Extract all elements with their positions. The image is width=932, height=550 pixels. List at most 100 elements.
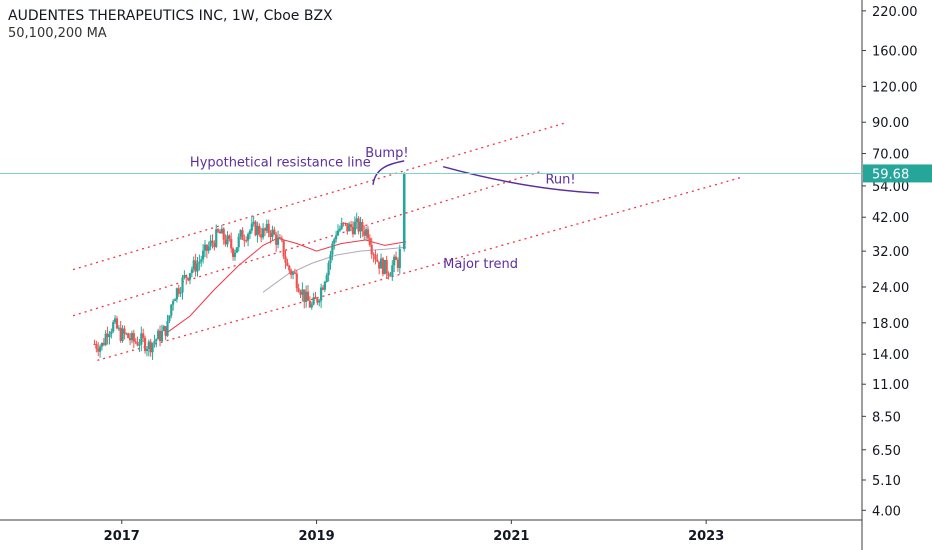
- candle-body: [211, 240, 214, 243]
- candle-body: [196, 263, 199, 272]
- candle-body: [314, 297, 317, 300]
- candle-body: [207, 246, 210, 251]
- candle-body: [282, 240, 285, 257]
- candle-body: [175, 288, 178, 300]
- candle-body: [387, 273, 390, 276]
- annotation-label: Major trend: [443, 257, 518, 272]
- candle-body: [325, 275, 328, 282]
- candle-body: [275, 234, 278, 245]
- candle-body: [310, 304, 313, 308]
- last-price-badge: [863, 164, 932, 183]
- price-tick-label: 4.00: [872, 504, 901, 519]
- candle-body: [312, 297, 315, 305]
- candle-body: [224, 239, 227, 245]
- candle-body: [348, 224, 351, 232]
- candle-body: [393, 256, 396, 266]
- candle-body: [391, 265, 394, 276]
- price-tick-label: 90.00: [872, 116, 909, 131]
- candle-body: [331, 243, 334, 255]
- candle-body: [318, 300, 321, 303]
- candle-body: [256, 225, 259, 236]
- candle-body: [226, 235, 229, 245]
- candle-body: [237, 236, 240, 248]
- candle-body: [190, 269, 193, 274]
- price-tick-label: 220.00: [872, 5, 918, 20]
- candle-body: [288, 265, 291, 271]
- moving-averages: [165, 237, 407, 335]
- candle-body: [218, 231, 222, 234]
- candle-body: [316, 299, 319, 303]
- candle-body: [245, 240, 248, 242]
- candle-body: [335, 235, 338, 240]
- candle-body: [100, 342, 104, 347]
- candle-body: [321, 287, 325, 290]
- candle-body: [333, 239, 336, 244]
- candle-body: [104, 333, 107, 345]
- candle-body: [376, 259, 379, 262]
- candle-body: [220, 228, 223, 234]
- candle-body: [398, 249, 401, 269]
- candle-body: [95, 344, 98, 349]
- candle-body: [125, 333, 128, 335]
- candle-body: [168, 315, 171, 322]
- candle-body: [202, 250, 205, 260]
- candle-body: [110, 331, 113, 335]
- candle-body: [389, 275, 392, 277]
- candle-body: [179, 292, 182, 294]
- price-tick-label: 42.00: [872, 211, 909, 226]
- time-tick-label: 2023: [688, 529, 724, 544]
- last-price-label: 59.68: [872, 167, 909, 182]
- candle-body: [246, 234, 250, 241]
- candle-body: [143, 337, 147, 352]
- trendline-resistance: [72, 122, 566, 271]
- candle-body: [241, 230, 244, 240]
- candle-body: [233, 252, 237, 257]
- candle-body: [273, 229, 276, 235]
- candle-body: [278, 237, 282, 239]
- candle-body: [155, 339, 158, 342]
- annotation-label: Hypothetical resistance line: [190, 156, 371, 171]
- candles: [93, 172, 406, 360]
- candle-body: [308, 300, 311, 308]
- candle-body: [248, 230, 252, 235]
- candle-body: [291, 272, 295, 275]
- candle-body: [142, 333, 145, 338]
- candle-body: [136, 342, 139, 346]
- indicator-label: 50,100,200 MA: [8, 26, 107, 41]
- candle-body: [355, 218, 358, 222]
- candle-body: [346, 223, 349, 232]
- candle-body: [231, 248, 235, 257]
- candle-body: [361, 221, 364, 232]
- candle-body: [228, 235, 231, 240]
- candle-body: [306, 291, 310, 301]
- candle-body: [323, 281, 326, 290]
- candle-body: [351, 226, 355, 235]
- candle-body: [98, 346, 102, 352]
- candle-body: [396, 260, 400, 269]
- candle-body: [108, 334, 111, 338]
- candle-body: [222, 228, 225, 240]
- candle-body: [112, 322, 115, 332]
- candle-body: [235, 247, 238, 253]
- candle-body: [284, 256, 287, 263]
- price-tick-label: 32.00: [872, 245, 909, 260]
- candle-body: [265, 223, 268, 231]
- candle-body: [151, 343, 154, 353]
- candle-body: [340, 222, 343, 229]
- candle-body: [113, 318, 117, 323]
- candle-body: [299, 291, 302, 295]
- candle-body: [378, 261, 381, 269]
- candle-body: [185, 274, 188, 278]
- candle-body: [372, 254, 375, 256]
- candle-body: [280, 238, 283, 241]
- candle-body: [130, 333, 134, 341]
- time-tick-label: 2021: [493, 529, 529, 544]
- candle-body: [172, 301, 175, 305]
- annotation-label: Bump!: [365, 146, 408, 161]
- candle-body: [381, 258, 385, 275]
- time-axis[interactable]: 2017 2019 2021 2023: [0, 519, 862, 544]
- candle-body: [106, 333, 109, 338]
- candle-body: [364, 229, 368, 236]
